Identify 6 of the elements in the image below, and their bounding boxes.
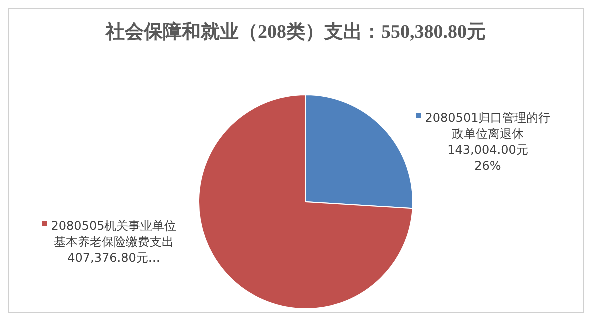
legend-label: 2080505机关事业单位基本养老保险缴费支出 [51,219,177,249]
legend-label: 2080501归口管理的行政单位离退休 [425,111,551,141]
pie-slice [198,94,414,310]
data-label: 143,004.00元 26% [448,143,528,173]
chart-title: 社会保障和就业（208类）支出：550,380.80元 [104,20,487,45]
data-label: 407,376.80元… [68,251,160,265]
